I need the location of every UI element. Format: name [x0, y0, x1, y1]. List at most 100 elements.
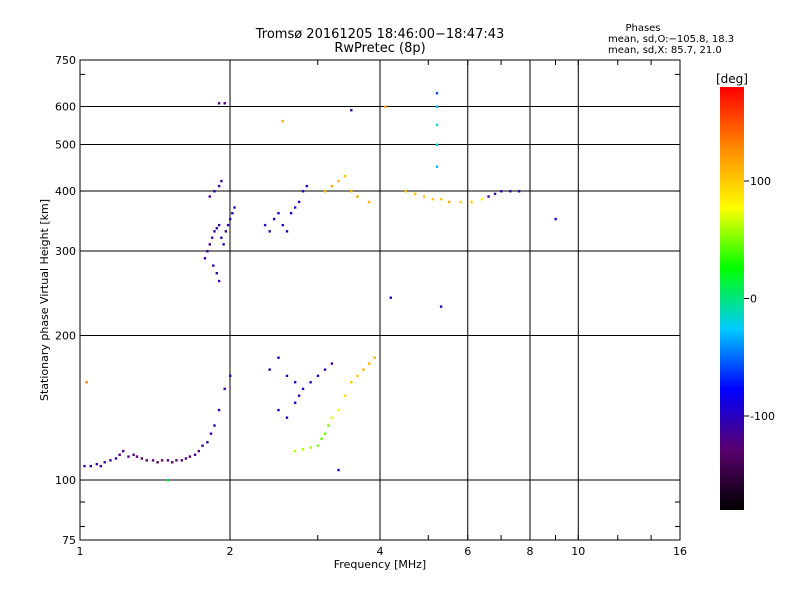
chart-title: Tromsø 20161205 18:46:00−18:47:43	[255, 27, 505, 42]
data-point	[362, 368, 365, 371]
data-point	[277, 356, 280, 359]
data-point	[201, 444, 204, 447]
data-point	[208, 195, 211, 198]
data-point	[389, 296, 392, 299]
data-point	[206, 250, 209, 253]
data-point	[487, 195, 490, 198]
data-point	[343, 174, 347, 178]
data-point	[213, 424, 216, 427]
data-point	[285, 230, 289, 233]
data-point	[323, 368, 327, 371]
data-point	[297, 200, 301, 204]
data-point	[330, 416, 334, 419]
data-point	[435, 105, 439, 108]
data-point	[203, 257, 207, 260]
data-point	[83, 464, 86, 468]
x-tick-label: 8	[527, 545, 534, 558]
plot-area: 1 2 4 6 8 10 16 75 100 200 300 400 500 600 750	[55, 54, 687, 558]
data-point	[145, 459, 148, 462]
data-point	[114, 457, 118, 460]
y-tick-label: 75	[62, 534, 76, 547]
data-point	[309, 446, 312, 449]
data-point	[217, 223, 221, 227]
data-point	[517, 190, 521, 193]
data-point	[217, 102, 221, 105]
y-tick-label: 300	[55, 245, 76, 258]
data-point	[268, 368, 271, 371]
data-point	[160, 459, 164, 462]
data-point	[493, 192, 497, 196]
data-point	[301, 387, 305, 391]
data-point	[217, 408, 221, 412]
data-point	[435, 123, 439, 127]
data-point	[109, 459, 112, 462]
data-point	[209, 432, 213, 435]
x-tick-label: 2	[227, 545, 234, 558]
colorbar: 100 0 -100 [deg]	[716, 72, 775, 510]
data-point	[277, 408, 280, 412]
data-point	[217, 279, 221, 283]
data-point	[350, 381, 353, 384]
data-point	[197, 449, 201, 453]
colorbar-tick-label: -100	[750, 410, 775, 423]
data-point	[226, 223, 230, 227]
data-point	[208, 243, 211, 246]
data-point	[103, 461, 106, 464]
data-point	[233, 206, 236, 209]
data-point	[263, 223, 267, 227]
data-point	[367, 362, 371, 365]
data-point	[431, 198, 434, 201]
data-point	[140, 457, 144, 460]
data-point	[99, 464, 103, 468]
x-tick-label: 16	[673, 545, 687, 558]
data-point	[220, 236, 223, 239]
data-point	[85, 381, 88, 384]
x-axis-label: Frequency [MHz]	[334, 558, 426, 571]
data-point	[309, 381, 312, 384]
data-point	[373, 356, 376, 359]
data-point	[272, 217, 276, 221]
data-point	[330, 184, 334, 188]
data-point	[337, 179, 340, 183]
data-point	[118, 453, 121, 456]
data-point	[166, 459, 170, 462]
data-point	[151, 459, 155, 462]
data-point	[231, 212, 234, 215]
data-point	[470, 200, 473, 204]
colorbar-label: [deg]	[716, 72, 748, 86]
data-point	[180, 459, 184, 462]
y-axis-label: Stationary phase Virtual Height [km]	[38, 199, 51, 401]
data-point	[188, 455, 192, 458]
y-tick-label: 200	[55, 330, 76, 343]
data-point	[316, 444, 320, 447]
data-point	[193, 453, 197, 456]
data-point	[293, 381, 297, 384]
data-point	[222, 243, 225, 246]
data-point	[500, 190, 503, 193]
data-point	[171, 461, 174, 464]
data-point	[337, 408, 340, 412]
data-point	[316, 374, 320, 378]
data-point	[343, 394, 347, 397]
data-point	[327, 424, 330, 427]
data-point	[435, 92, 439, 95]
data-point	[156, 461, 159, 464]
data-point	[297, 394, 301, 397]
data-point	[367, 200, 371, 204]
data-point	[166, 479, 170, 482]
data-point	[320, 437, 323, 440]
x-tick-label: 6	[464, 545, 471, 558]
data-point	[285, 374, 289, 378]
data-point	[215, 227, 219, 230]
data-point	[293, 206, 297, 209]
data-point	[210, 236, 214, 239]
data-point	[356, 195, 359, 198]
y-tick-label: 600	[55, 101, 76, 114]
data-point	[132, 453, 135, 456]
data-point	[356, 374, 359, 378]
data-point	[229, 374, 232, 378]
data-point	[175, 459, 178, 462]
data-point	[212, 264, 215, 267]
data-point	[323, 432, 327, 435]
